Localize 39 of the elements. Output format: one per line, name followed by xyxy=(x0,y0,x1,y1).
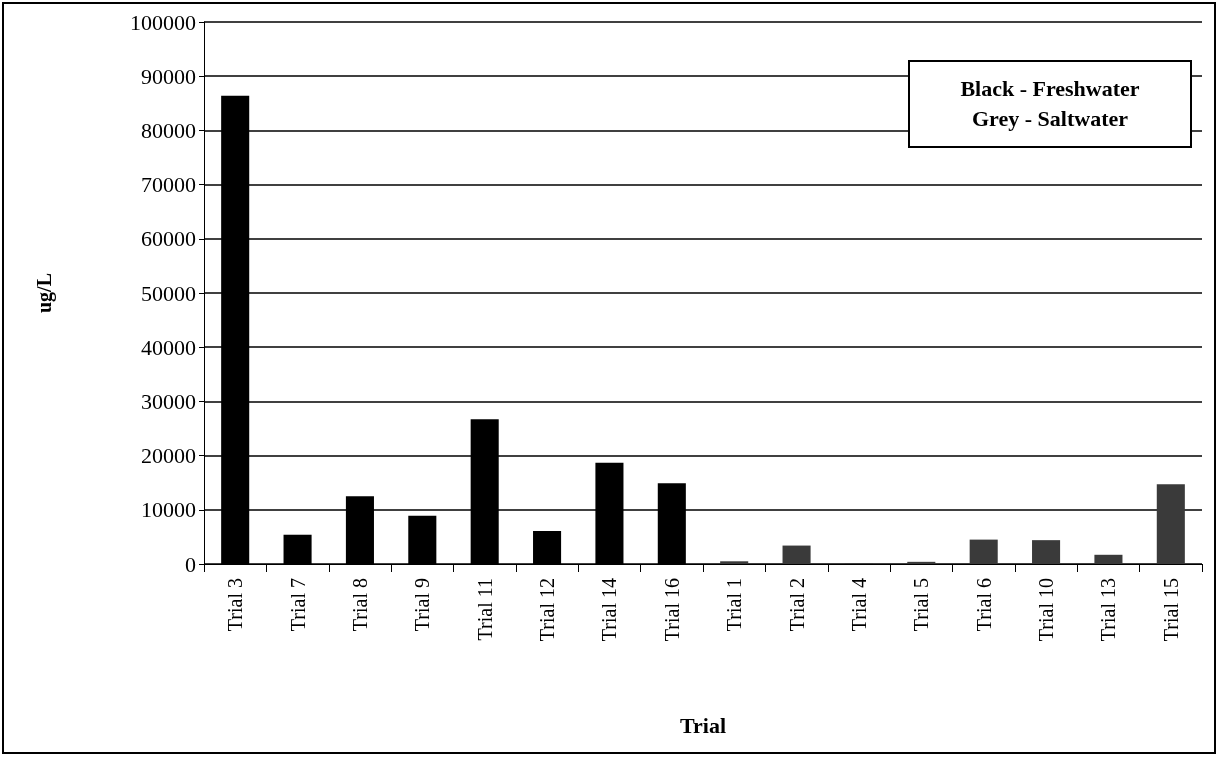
x-tick-label: Trial 5 xyxy=(910,578,933,632)
x-tick-label: Trial 8 xyxy=(348,578,371,632)
x-tick-label: Trial 7 xyxy=(286,578,309,632)
bar xyxy=(720,561,749,564)
y-axis-title: ug/L xyxy=(33,272,56,314)
bar xyxy=(969,539,998,564)
x-axis-title: Trial xyxy=(679,712,727,738)
x-tick-label: Trial 13 xyxy=(1097,578,1120,642)
x-tick-label: Trial 3 xyxy=(224,578,247,632)
x-tick-label: Trial 2 xyxy=(785,578,808,632)
y-tick-label: 90000 xyxy=(141,63,196,89)
x-tick-label: Trial 15 xyxy=(1159,578,1182,642)
x-tick-label: Trial 4 xyxy=(847,578,870,632)
y-tick-label: 70000 xyxy=(141,172,196,198)
y-tick-label: 30000 xyxy=(141,388,196,414)
y-tick-label: 0 xyxy=(185,551,196,577)
y-tick-label: 80000 xyxy=(141,117,196,143)
x-tick-label: Trial 11 xyxy=(473,578,496,641)
bar xyxy=(1156,484,1185,564)
x-tick-label: Trial 9 xyxy=(411,578,434,632)
y-tick-label: 60000 xyxy=(141,226,196,252)
bar xyxy=(907,561,936,564)
x-tick-label: Trial 6 xyxy=(972,578,995,632)
annotation: Grey - Saltwater xyxy=(971,105,1129,133)
y-tick-label: 20000 xyxy=(141,443,196,469)
x-tick-label: Trial 16 xyxy=(660,578,683,642)
bar xyxy=(782,545,811,564)
x-tick-label: Trial 14 xyxy=(598,578,621,642)
y-tick-label: 40000 xyxy=(141,334,196,360)
x-tick-label: Trial 12 xyxy=(536,578,559,642)
bar xyxy=(1094,554,1123,564)
y-tick-label: 10000 xyxy=(141,497,196,523)
annotation: Black - Freshwater xyxy=(959,75,1141,103)
x-tick-label: Trial 1 xyxy=(723,578,746,632)
y-tick-label: 100000 xyxy=(130,9,196,35)
note-box: Black - Freshwater Grey - Saltwater xyxy=(908,60,1192,148)
bar xyxy=(1032,540,1061,564)
x-tick-label: Trial 10 xyxy=(1035,578,1058,642)
y-tick-label: 50000 xyxy=(141,280,196,306)
